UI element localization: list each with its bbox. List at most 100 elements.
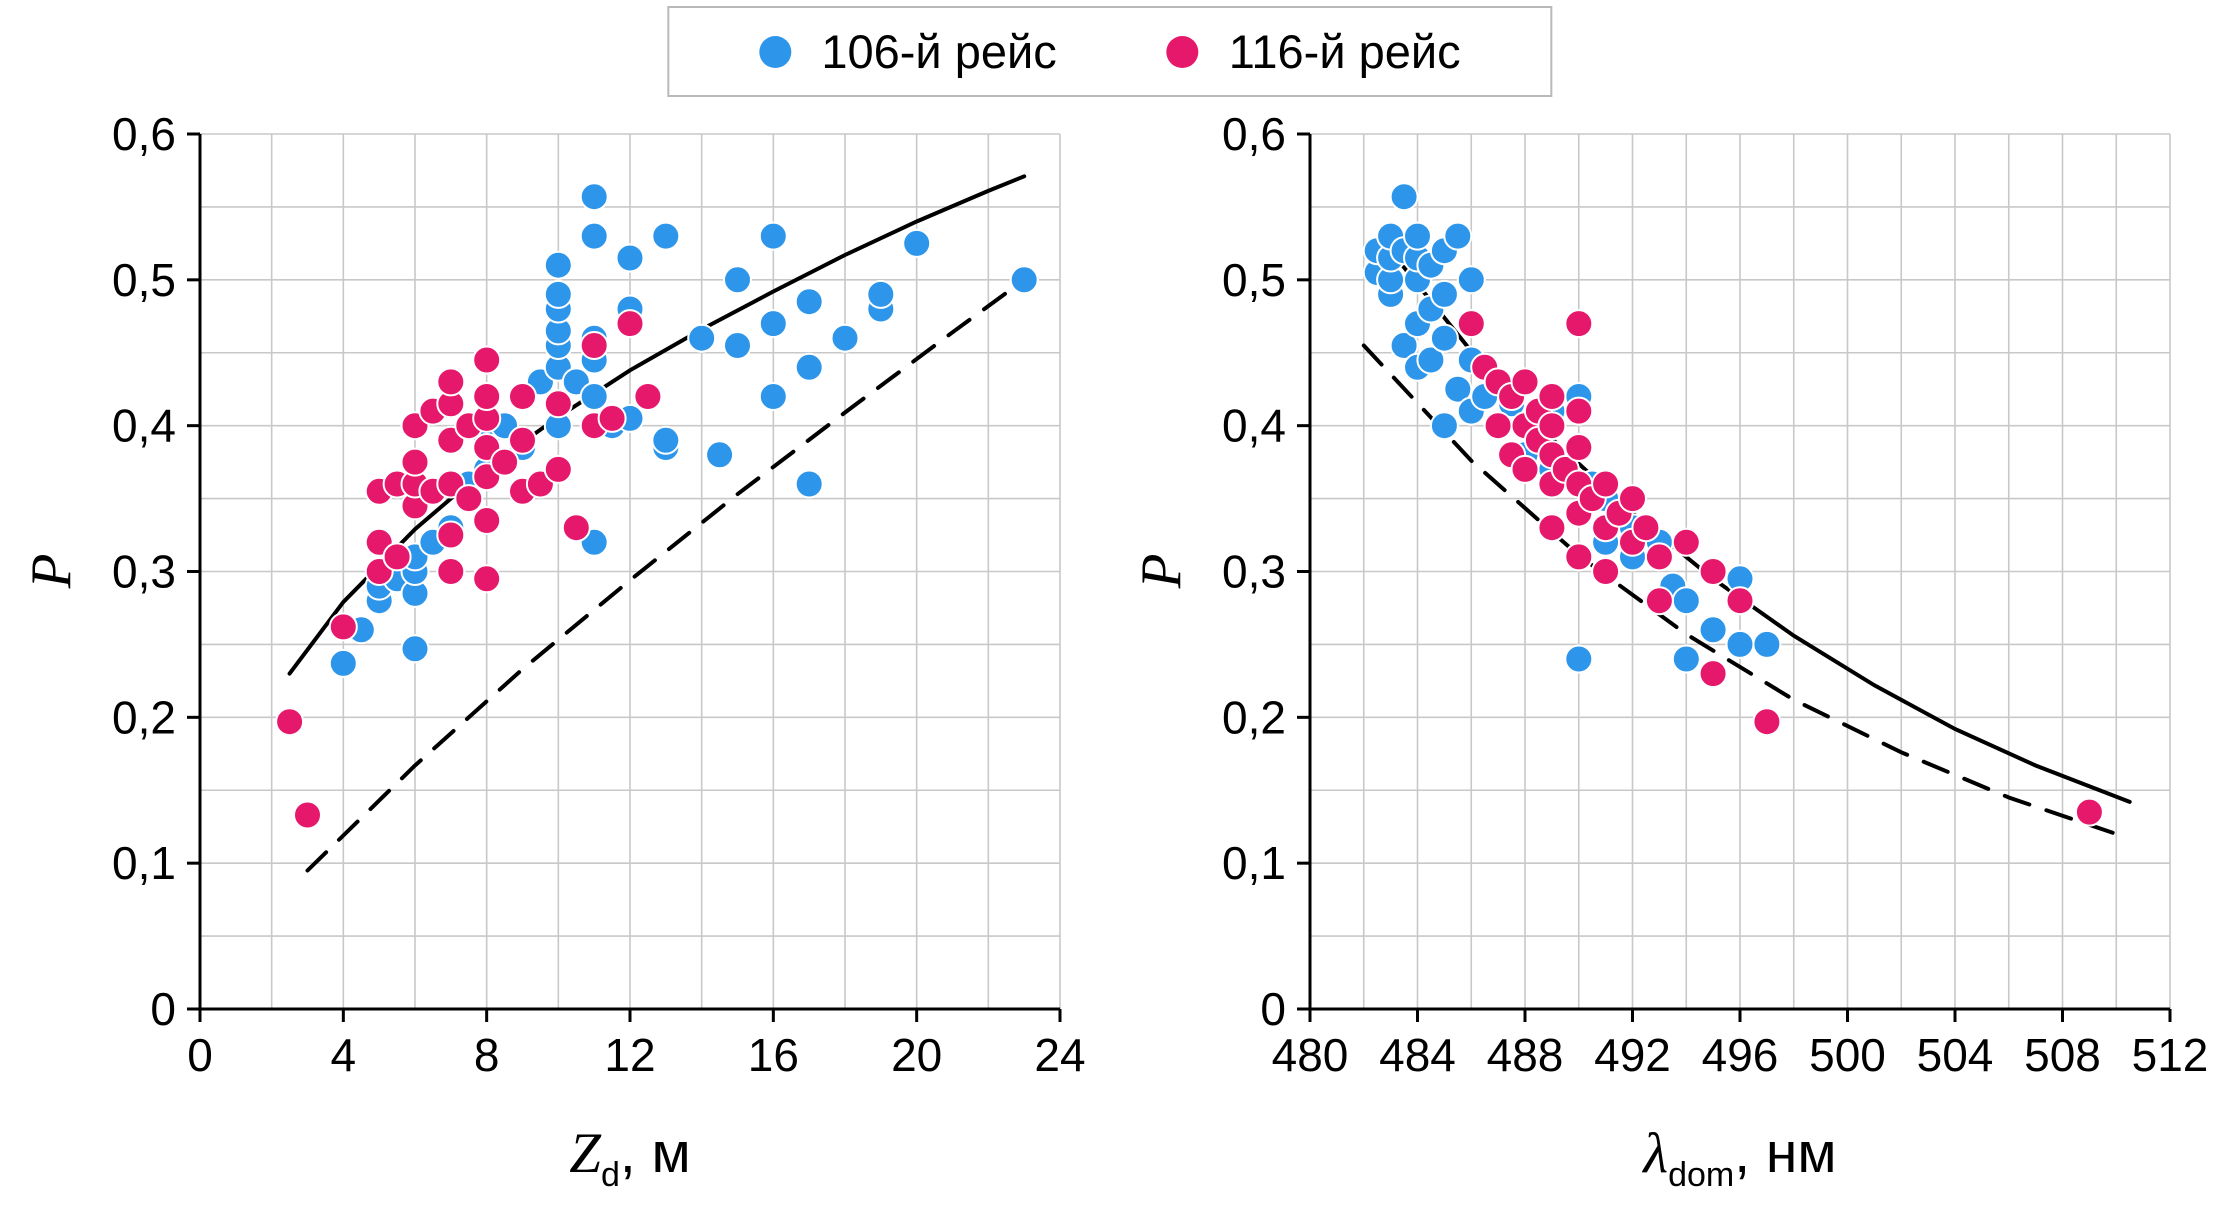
x-tick-label: 484 [1379,1029,1456,1081]
data-point [400,634,430,664]
data-point [1403,221,1432,251]
y-tick-label: 0,5 [1222,254,1286,306]
y-axis-label: P [20,554,83,590]
series-points-106-й рейс [328,182,1039,678]
data-point [1564,542,1594,572]
data-point [1644,586,1674,616]
data-point [758,221,788,251]
data-point [723,331,752,360]
data-point [1671,527,1701,557]
x-tick-label: 496 [1702,1029,1779,1081]
data-point [1698,557,1728,586]
data-point [1416,345,1446,375]
x-tick-label: 16 [748,1029,799,1081]
data-point [508,425,537,455]
data-point [597,403,627,433]
x-tick-label: 4 [331,1029,357,1081]
data-point [615,309,645,339]
data-point [830,323,860,353]
data-point [579,221,609,251]
legend-marker-106-circle-icon [759,35,792,68]
x-tick-label: 8 [474,1029,500,1081]
fit-solid [287,174,1027,676]
axes: 0 4 8 12 16 20 24 0 0,1 0,2 0,3 0,4 0,5 0,6 [112,108,1086,1081]
x-tick-label: 480 [1272,1029,1349,1081]
data-point [1564,644,1594,674]
fit-dashed [305,277,1027,873]
x-tick-label: 488 [1487,1029,1564,1081]
legend-label-106: 106-й рейс [821,25,1057,78]
data-point [1009,265,1039,295]
y-tick-label: 0,5 [112,254,176,306]
data-point [794,287,824,317]
data-point [1591,557,1621,586]
data-point [1752,707,1782,737]
axes: 480 484 488 492 496 500 504 508 512 0 0,1 0,2 0,3 0,4… [1222,108,2208,1081]
data-point [615,243,645,273]
y-tick-label: 0,3 [1222,546,1286,598]
data-point [579,382,609,411]
data-point [794,352,824,382]
data-point [1443,221,1473,251]
y-tick-label: 0,3 [112,546,176,598]
data-point [758,309,788,339]
data-point [1389,182,1419,212]
y-axis-label: P [1130,554,1193,590]
y-tick-label: 0,4 [1222,400,1286,452]
legend-label-116: 116-й рейс [1228,25,1461,78]
legend-item-116: 116-й рейс [1166,24,1461,79]
series-points-116-й рейс [275,309,663,830]
data-point [1456,265,1486,295]
data-point [1537,513,1567,543]
data-point [293,800,322,830]
legend: 106-й рейс 116-й рейс [667,6,1553,97]
charts-row: P Zd, м 0 4 8 12 16 20 24 0 0,1 0,2 0,3 0,4 0,5 0,6 P… [0,104,2220,1214]
x-tick-label: 492 [1594,1029,1671,1081]
y-tick-label: 0,6 [112,108,176,160]
data-point [651,425,681,455]
y-tick-label: 0,2 [1222,691,1286,743]
data-point [1564,433,1594,462]
y-tick-label: 0 [150,983,176,1035]
y-tick-label: 0,1 [1222,837,1286,889]
x-tick-label: 0 [187,1029,213,1081]
data-point [1671,586,1701,616]
data-point [328,612,358,642]
x-tick-label: 504 [1917,1029,1994,1081]
series-points-106-й рейс [1362,182,1782,674]
data-point [866,279,896,309]
x-axis-label: Zd, м [569,1121,691,1194]
data-point [490,447,520,477]
data-point [1644,542,1674,572]
data-point [723,265,752,295]
data-point [1631,513,1661,543]
scatter-plot-wavelength: P λdom, нм 480 484 488 492 496 500 504 508 512 0 0… [1130,108,2208,1194]
x-axis-label: λdom, нм [1641,1121,1836,1194]
data-point [382,542,412,572]
data-point [472,564,502,594]
data-point [454,484,484,514]
series-points-116-й рейс [1456,309,2104,827]
data-point [1698,659,1728,689]
data-point [1564,309,1594,339]
data-point [561,513,591,543]
data-point [1591,469,1621,499]
y-tick-label: 0 [1260,983,1286,1035]
data-point [472,345,502,375]
data-point [1443,374,1473,404]
data-point [902,228,932,258]
data-point [508,382,537,411]
data-point [543,250,573,280]
data-point [2074,797,2104,827]
data-point [579,182,609,212]
fit-curves [287,174,1027,873]
scatter-plot-depth: P Zd, м 0 4 8 12 16 20 24 0 0,1 0,2 0,3 0,4 0,5 0,6 [20,108,1086,1194]
y-tick-label: 0,1 [112,837,176,889]
fit-curves [1361,248,2132,836]
data-point [1483,411,1513,441]
data-point [1510,367,1540,397]
data-point [1671,644,1701,674]
data-point [472,506,502,535]
data-point [1564,396,1594,426]
